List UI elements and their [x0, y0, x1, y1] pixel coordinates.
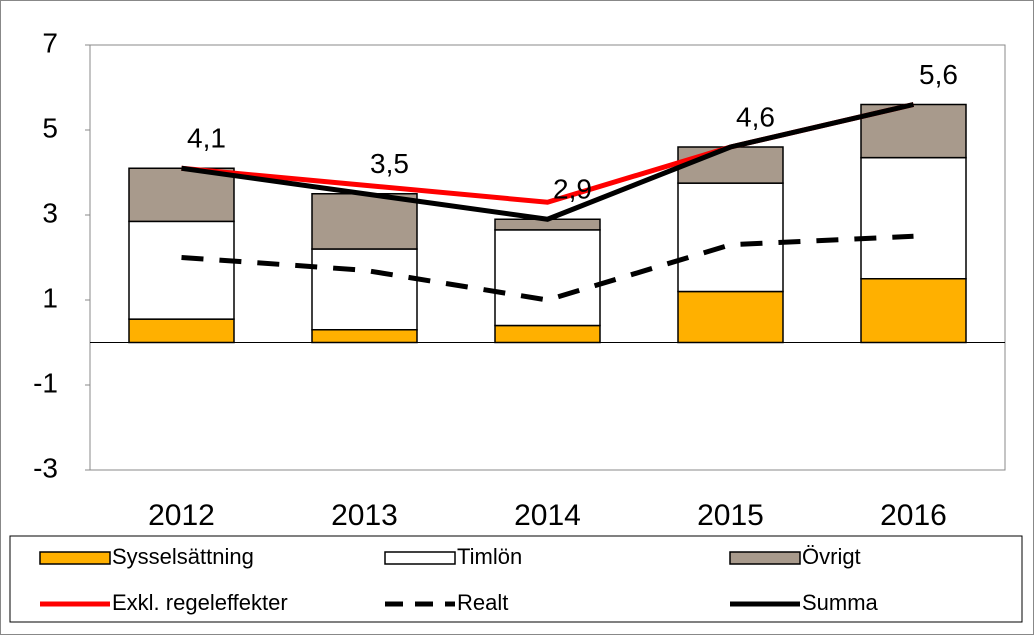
- y-tick-label: -1: [33, 367, 58, 398]
- legend-label: Summa: [802, 590, 879, 615]
- legend-swatch: [729, 551, 801, 565]
- x-tick-label: 2012: [148, 499, 215, 532]
- data-label: 4,6: [736, 101, 775, 132]
- legend-label: Timlön: [457, 544, 522, 569]
- data-label: 4,1: [187, 123, 226, 154]
- bar: [128, 167, 235, 223]
- bar: [311, 193, 418, 250]
- bar: [677, 182, 784, 293]
- line: [181, 233, 914, 303]
- y-tick-label: 5: [42, 112, 58, 143]
- y-tick-label: -3: [33, 452, 58, 483]
- y-tick-label: 7: [42, 27, 58, 58]
- data-label: 5,6: [919, 59, 958, 90]
- legend-swatch: [39, 551, 111, 565]
- y-tick-label: 3: [42, 197, 58, 228]
- legend-box: [9, 535, 1023, 623]
- legend-label: Övrigt: [802, 544, 861, 569]
- x-tick-label: 2015: [697, 499, 764, 532]
- legend-label: Sysselsättning: [112, 544, 254, 569]
- data-label: 2,9: [553, 174, 592, 205]
- bar: [311, 248, 418, 331]
- legend-swatch: [384, 551, 456, 565]
- bar: [677, 146, 784, 184]
- bar: [128, 220, 235, 320]
- data-label: 3,5: [370, 148, 409, 179]
- bar: [860, 156, 967, 280]
- legend-label: Exkl. regeleffekter: [112, 590, 288, 615]
- bar: [311, 329, 418, 344]
- y-tick-label: 1: [42, 282, 58, 313]
- x-tick-label: 2016: [880, 499, 947, 532]
- line: [181, 102, 915, 222]
- x-tick-label: 2013: [331, 499, 398, 532]
- legend-label: Realt: [457, 590, 508, 615]
- bar: [494, 324, 601, 344]
- plot-area: [89, 44, 1006, 471]
- x-tick-label: 2014: [514, 499, 581, 532]
- bar: [494, 229, 601, 327]
- bar: [677, 290, 784, 344]
- bar: [860, 278, 967, 344]
- bar: [128, 318, 235, 344]
